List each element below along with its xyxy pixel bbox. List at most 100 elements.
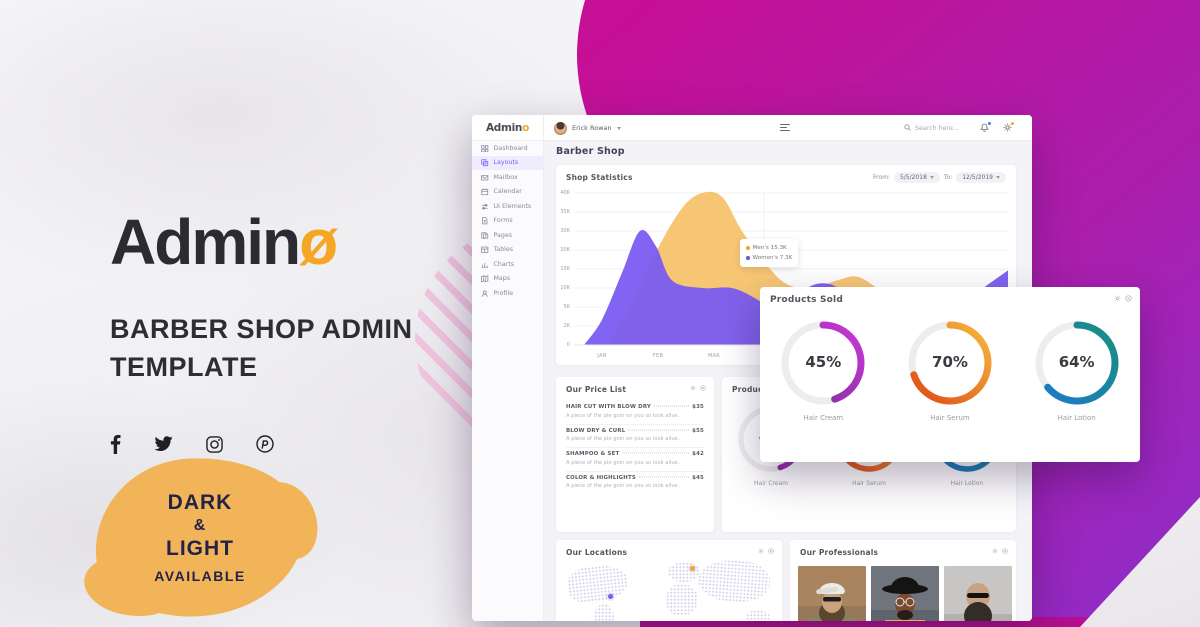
world-map xyxy=(564,557,774,621)
sidebar-item-label: Tables xyxy=(493,246,514,254)
sidebar-item-tables[interactable]: Tables xyxy=(472,243,543,258)
user-name: Erick Rowan xyxy=(572,124,612,132)
sidebar-item-layouts[interactable]: Layouts xyxy=(472,155,543,170)
price-list-item: COLOR & HIGHLIGHTS $45 A piece of the pie … xyxy=(566,472,704,495)
notifications-bell-icon[interactable] xyxy=(980,121,991,134)
x-axis-tick: MAR xyxy=(707,353,721,359)
page-title: Barber Shop xyxy=(556,146,625,157)
professional-photo[interactable] xyxy=(944,566,1012,621)
table-icon xyxy=(481,246,489,253)
donut-hair-serum: 70% Hair Serum xyxy=(902,315,998,422)
sidebar-item-forms[interactable]: Forms xyxy=(472,214,543,229)
price-item-desc: A piece of the pie goin on you so look a… xyxy=(566,459,680,466)
hamburger-menu-icon[interactable] xyxy=(780,124,790,132)
card-close-icon[interactable] xyxy=(1125,295,1132,304)
chevron-down-icon xyxy=(616,126,621,130)
user-menu[interactable]: Erick Rowan xyxy=(554,115,621,141)
y-axis-tick: 20K xyxy=(560,247,570,253)
sidebar-item-label: Layouts xyxy=(493,159,519,167)
y-axis-tick: 5K xyxy=(563,304,570,310)
y-axis-tick: 0 xyxy=(566,342,570,348)
products-sold-card-front: Products Sold 45% Hair Cream 70% Hair Serum… xyxy=(760,287,1140,462)
donut-label: Hair Cream xyxy=(754,480,788,487)
card-gear-icon[interactable] xyxy=(1114,295,1121,304)
chart-icon xyxy=(481,262,488,268)
area-chart: Men's 15.3K Women's 7.3K 40K 35K 30K 20K 15K… xyxy=(556,187,1016,363)
search-placeholder: Search here... xyxy=(915,124,959,132)
donut-percent: 45% xyxy=(805,352,842,371)
sidebar-item-label: Profile xyxy=(493,289,514,297)
card-close-icon[interactable] xyxy=(700,385,706,393)
layers-icon xyxy=(481,159,489,167)
x-axis-tick: FEB xyxy=(652,353,664,359)
sidebar-item-label: Charts xyxy=(493,260,515,268)
sidebar-item-ui-elements[interactable]: UI Elements xyxy=(472,199,543,214)
map-icon xyxy=(481,275,489,283)
sidebar-nav: Dashboard Layouts Mailbox Calendar UI Elemen… xyxy=(472,141,544,621)
hero-logo: Adminø xyxy=(110,206,338,278)
card-gear-icon[interactable] xyxy=(992,548,998,556)
chart-tooltip: Men's 15.3K Women's 7.3K xyxy=(740,239,799,268)
sidebar-item-charts[interactable]: Charts xyxy=(472,257,543,272)
dashboard-topbar: Admin o Erick Rowan Search here... xyxy=(472,115,1032,141)
badge-line-dark: DARK xyxy=(167,490,233,514)
donut-label: Hair Cream xyxy=(803,414,844,422)
y-axis-tick: 35K xyxy=(560,209,570,215)
sidebar-item-pages[interactable]: Pages xyxy=(472,228,543,243)
to-date-select[interactable]: 12/5/2019 xyxy=(956,172,1006,183)
card-close-icon[interactable] xyxy=(1002,548,1008,556)
twitter-icon[interactable] xyxy=(154,436,173,452)
sidebar-item-label: Mailbox xyxy=(493,173,518,181)
hero-title: BARBER SHOP ADMIN TEMPLATE xyxy=(110,314,413,382)
instagram-icon[interactable] xyxy=(206,435,223,453)
magenta-strip-decor xyxy=(640,617,1140,627)
price-item-name: SHAMPOO & SET xyxy=(566,451,620,457)
grid-icon xyxy=(481,144,489,152)
pinterest-icon[interactable] xyxy=(256,435,274,453)
search-box[interactable]: Search here... xyxy=(904,115,959,141)
y-axis-tick: 15K xyxy=(560,266,570,272)
shop-statistics-title: Shop Statistics xyxy=(566,173,633,182)
file-icon xyxy=(482,217,488,225)
facebook-icon[interactable] xyxy=(110,434,121,454)
sidebar-item-label: Maps xyxy=(493,275,511,283)
hero-section: Adminø BARBER SHOP ADMIN TEMPLATE xyxy=(110,205,413,454)
price-item-name: COLOR & HIGHLIGHTS xyxy=(566,474,636,481)
sidebar-item-dashboard[interactable]: Dashboard xyxy=(472,141,543,156)
donut-hair-lotion: 64% Hair Lotion xyxy=(1029,315,1125,422)
card-close-icon[interactable] xyxy=(768,548,774,556)
user-icon xyxy=(481,290,488,297)
price-item-desc: A piece of the pie goin on you so look a… xyxy=(566,412,680,419)
y-axis-tick: 30K xyxy=(560,228,570,234)
donut-label: Hair Lotion xyxy=(1057,414,1096,422)
logo-accent-glyph: ø xyxy=(299,206,338,278)
map-marker-europe[interactable] xyxy=(690,566,695,571)
sidebar-item-calendar[interactable]: Calendar xyxy=(472,185,543,200)
y-axis-tick: 10K xyxy=(560,285,570,291)
professionals-title: Our Professionals xyxy=(800,548,879,557)
donut-percent: 70% xyxy=(932,352,968,371)
sidebar-item-maps[interactable]: Maps xyxy=(472,272,543,287)
to-label: To: xyxy=(943,174,953,181)
professional-photo[interactable] xyxy=(871,566,939,621)
price-list-item: SHAMPOO & SET $42 A piece of the pie goin … xyxy=(566,448,704,472)
card-gear-icon[interactable] xyxy=(690,385,696,393)
price-item-name: HAIR CUT WITH BLOW DRY xyxy=(566,404,652,410)
professionals-photos xyxy=(798,566,1012,621)
map-marker-usa[interactable] xyxy=(608,594,613,599)
professional-photo[interactable] xyxy=(798,566,866,621)
badge-line-available: AVAILABLE xyxy=(154,567,246,584)
price-list-title: Our Price List xyxy=(566,385,627,394)
from-date-select[interactable]: 5/5/2018 xyxy=(893,172,940,183)
sidebar-item-mailbox[interactable]: Mailbox xyxy=(472,170,543,185)
sidebar-item-profile[interactable]: Profile xyxy=(472,286,543,301)
sliders-icon xyxy=(481,203,488,210)
settings-gear-icon[interactable] xyxy=(1003,121,1014,134)
locations-card: Our Locations xyxy=(556,540,782,621)
dashboard-logo[interactable]: Admin o xyxy=(472,115,544,141)
y-axis-tick: 2K xyxy=(563,323,570,329)
price-item-price: $55 xyxy=(692,427,704,434)
card-gear-icon[interactable] xyxy=(758,548,764,556)
search-icon xyxy=(904,123,911,133)
